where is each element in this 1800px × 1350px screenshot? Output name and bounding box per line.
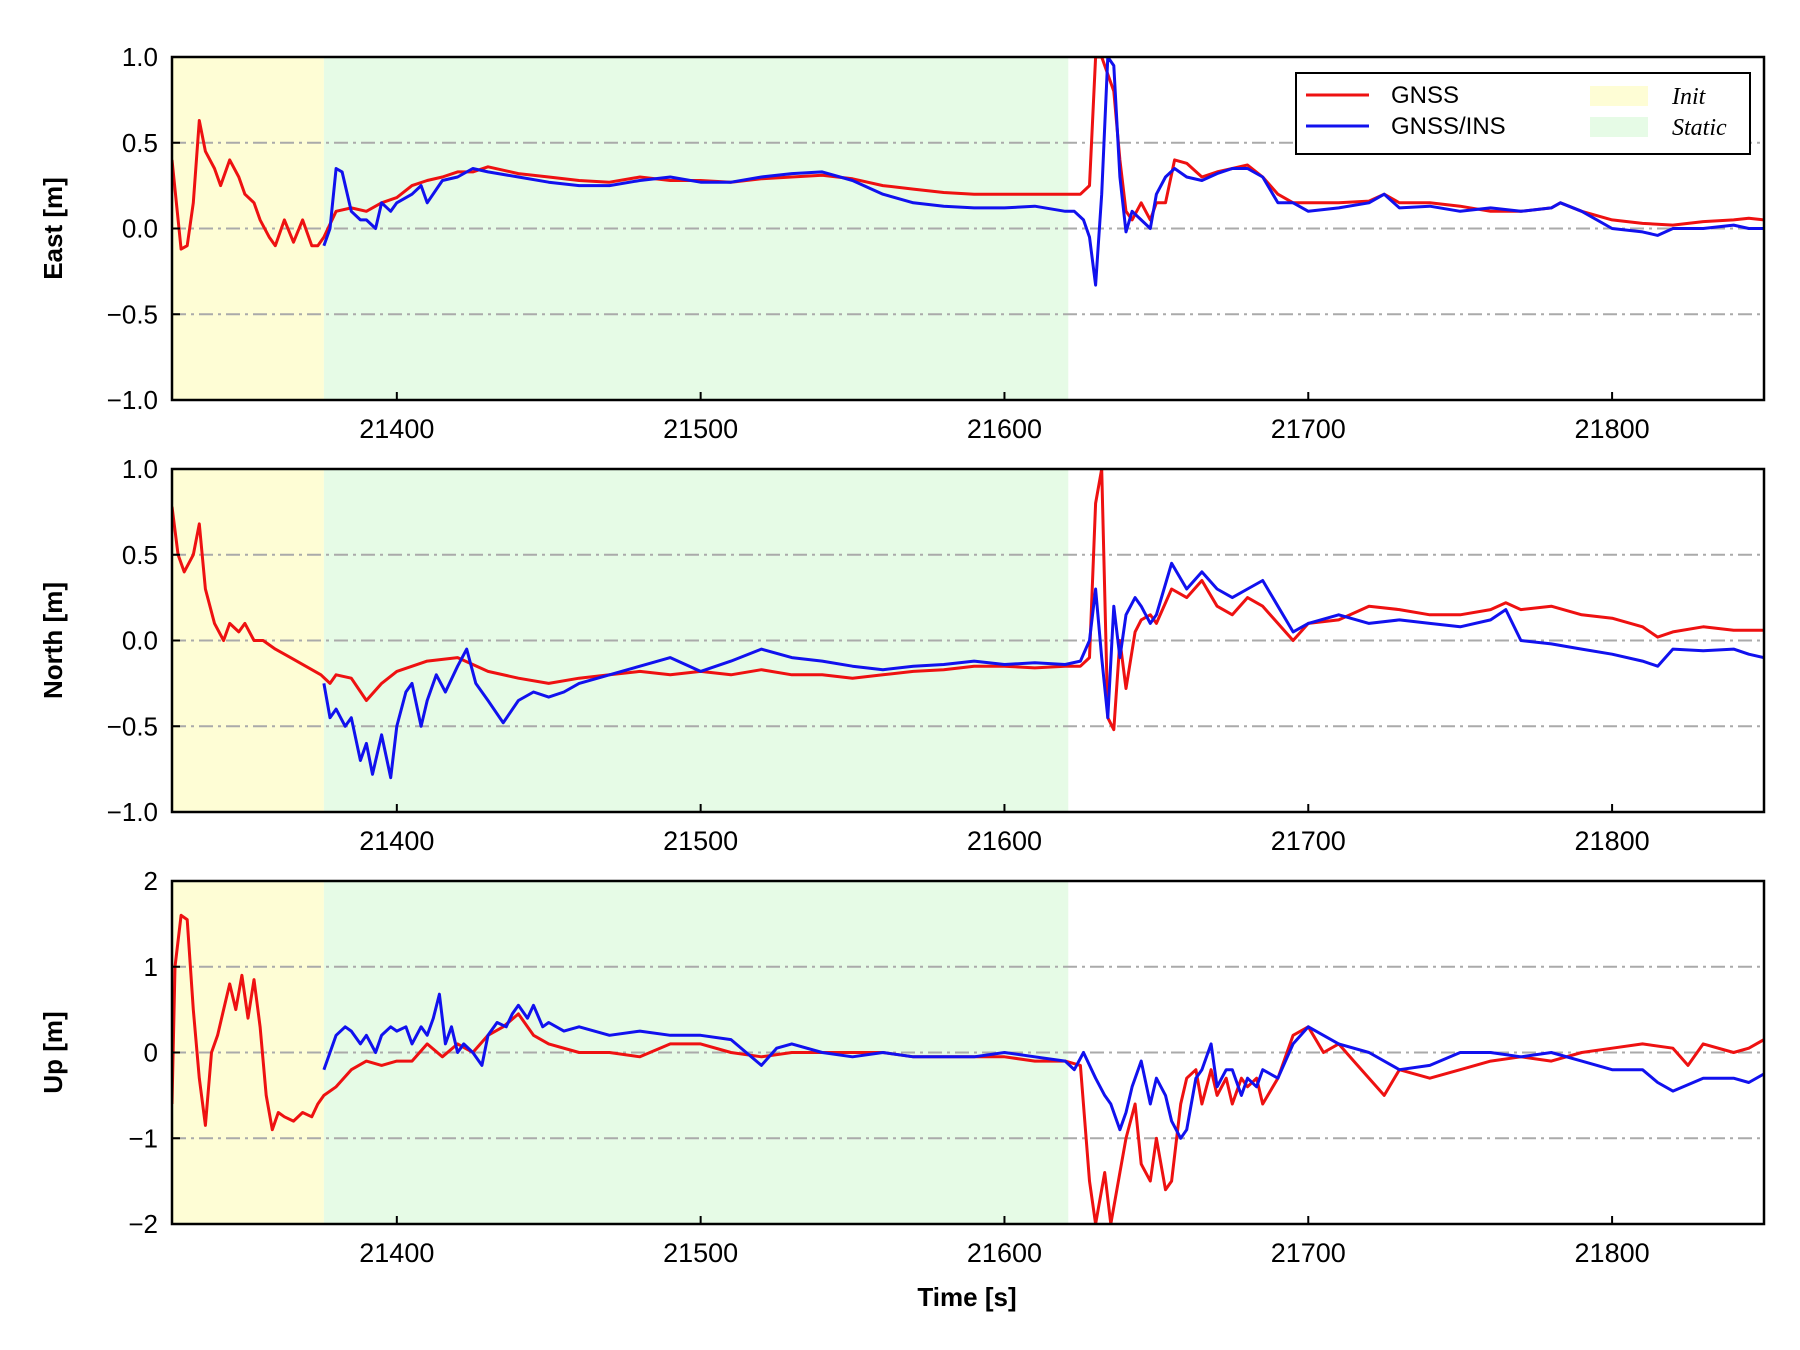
y-tick-label: 2 bbox=[144, 866, 158, 896]
x-tick-label: 21500 bbox=[663, 1238, 738, 1268]
x-tick-label: 21400 bbox=[359, 414, 434, 444]
legend-frame bbox=[1295, 72, 1751, 155]
legend-init-label: Init bbox=[1671, 84, 1707, 110]
y-tick-label: 0.0 bbox=[122, 626, 158, 656]
x-tick-label: 21400 bbox=[359, 826, 434, 856]
x-tick-label: 21400 bbox=[359, 1238, 434, 1268]
x-tick-label: 21600 bbox=[967, 826, 1042, 856]
y-tick-label: 1.0 bbox=[122, 42, 158, 72]
series-line-gnss-ins bbox=[322, 992, 1764, 1140]
y-axis-title: East [m] bbox=[38, 177, 68, 280]
x-tick-label: 21500 bbox=[663, 826, 738, 856]
x-tick-label: 21800 bbox=[1575, 826, 1650, 856]
legend-gnss-label: GNSS bbox=[1391, 82, 1459, 109]
y-tick-label: −2 bbox=[128, 1209, 158, 1239]
y-tick-label: 1 bbox=[144, 952, 158, 982]
x-tick-label: 21800 bbox=[1575, 1238, 1650, 1268]
legend-static-swatch bbox=[1590, 117, 1648, 137]
y-tick-label: 0.0 bbox=[122, 214, 158, 244]
x-tick-label: 21600 bbox=[967, 414, 1042, 444]
subplot-group: 1.0 0.5 0.0 −0.5 −1.0 21400 21500 21600 21700 218… bbox=[38, 42, 1766, 1268]
y-tick-label: 1.0 bbox=[122, 454, 158, 484]
legend-gnss-ins-label: GNSS/INS bbox=[1391, 113, 1506, 140]
subplot-3: 2 1 0 −1 −2 21400 21500 21600 21700 21800 Up [m] bbox=[38, 866, 1766, 1268]
series-line-gnss-ins bbox=[322, 561, 1764, 780]
subplot-2: 1.0 0.5 0.0 −0.5 −1.0 21400 21500 21600 21700 218… bbox=[38, 454, 1766, 856]
y-tick-label: −1.0 bbox=[107, 385, 158, 415]
y-tick-label: 0.5 bbox=[122, 128, 158, 158]
legend-static-label: Static bbox=[1672, 115, 1727, 141]
x-tick-label: 21500 bbox=[663, 414, 738, 444]
y-tick-label: −1 bbox=[128, 1123, 158, 1153]
x-tick-label: 21700 bbox=[1271, 826, 1346, 856]
subplot-1: 1.0 0.5 0.0 −0.5 −1.0 21400 21500 21600 21700 218… bbox=[38, 42, 1766, 444]
y-tick-label: −0.5 bbox=[107, 711, 158, 741]
x-tick-label: 21700 bbox=[1271, 414, 1346, 444]
x-tick-label: 21700 bbox=[1271, 1238, 1346, 1268]
x-axis-title: Time [s] bbox=[917, 1282, 1016, 1312]
series-line-gnss bbox=[172, 469, 1764, 732]
x-tick-label: 21600 bbox=[967, 1238, 1042, 1268]
legend: GNSS GNSS/INS Init Static bbox=[1295, 72, 1751, 155]
y-tick-label: −0.5 bbox=[107, 299, 158, 329]
x-tick-label: 21800 bbox=[1575, 414, 1650, 444]
legend-init-swatch bbox=[1590, 86, 1648, 106]
series-line-gnss-ins bbox=[322, 57, 1764, 287]
y-axis-title: North [m] bbox=[38, 582, 68, 699]
y-tick-label: −1.0 bbox=[107, 797, 158, 827]
y-axis-title: Up [m] bbox=[38, 1011, 68, 1093]
y-tick-label: 0 bbox=[144, 1038, 158, 1068]
y-tick-label: 0.5 bbox=[122, 540, 158, 570]
